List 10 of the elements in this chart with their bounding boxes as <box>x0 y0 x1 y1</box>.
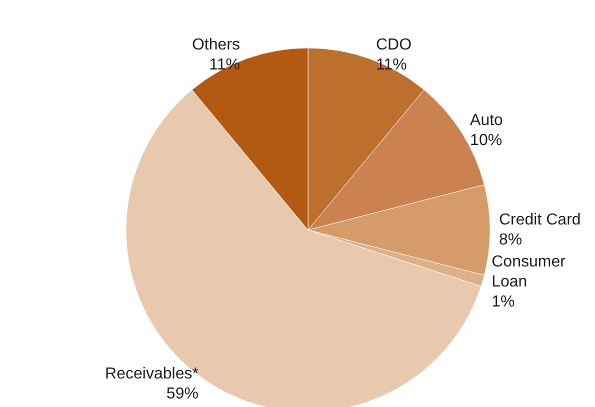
slice-label: CDO <box>376 36 412 54</box>
slice-label: Consumer Loan <box>492 253 570 290</box>
data-label: 1% <box>492 293 515 310</box>
slice-label: Receivables* <box>105 365 198 382</box>
slice-label: Credit Card <box>499 212 581 228</box>
slice-label: Others <box>192 36 240 54</box>
data-label: 10% <box>470 132 502 149</box>
data-label: 8% <box>499 232 522 248</box>
slice-label: Auto <box>470 112 504 129</box>
data-label: 59% <box>166 385 198 402</box>
